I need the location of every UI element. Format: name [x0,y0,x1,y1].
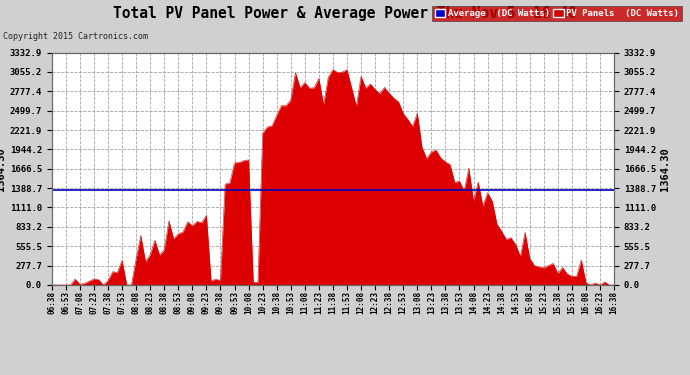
Text: Copyright 2015 Cartronics.com: Copyright 2015 Cartronics.com [3,32,148,41]
Text: Total PV Panel Power & Average Power Thu Nov 5  16:40: Total PV Panel Power & Average Power Thu… [113,6,577,21]
Y-axis label: 1364.30: 1364.30 [660,147,670,190]
Y-axis label: 1364.30: 1364.30 [0,147,6,190]
Legend: Average  (DC Watts), PV Panels  (DC Watts): Average (DC Watts), PV Panels (DC Watts) [432,6,682,21]
